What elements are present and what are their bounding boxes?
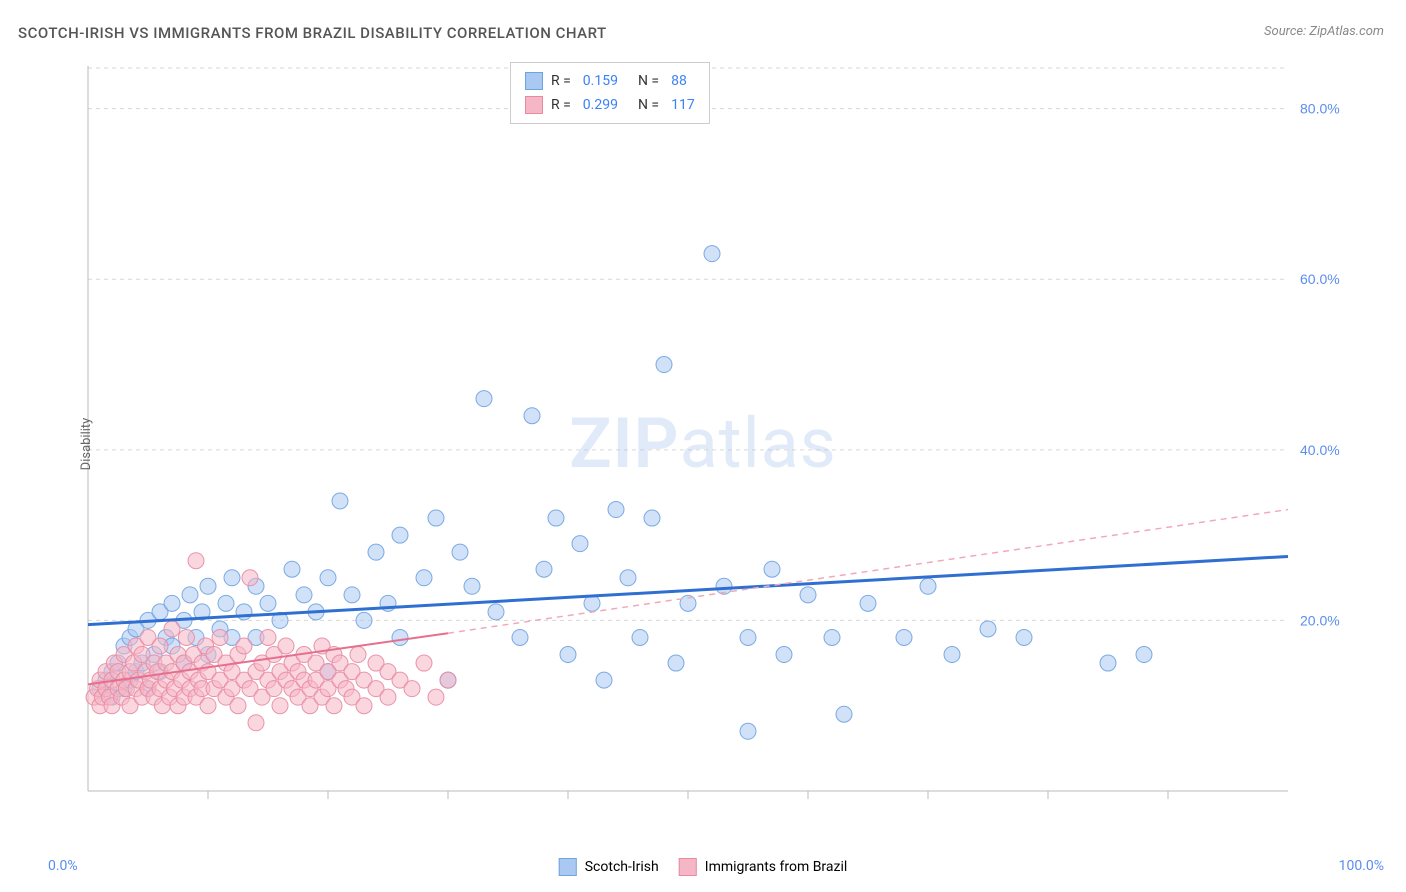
chart-area: Disability 20.0%40.0%60.0%80.0% ZIPatlas: [48, 56, 1358, 831]
legend-row: R = 0.299 N = 117: [525, 93, 695, 117]
x-axis-max-label: 100.0%: [1339, 858, 1384, 874]
legend-r-value: 0.299: [583, 93, 618, 117]
legend-r-label: R =: [551, 93, 571, 117]
legend-n-label: N =: [638, 93, 659, 117]
source-label: Source: ZipAtlas.com: [1264, 24, 1384, 39]
legend-swatch-icon: [559, 858, 577, 876]
correlation-legend: R = 0.159 N = 88 R = 0.299 N = 117: [510, 62, 710, 124]
svg-text:20.0%: 20.0%: [1300, 612, 1340, 628]
legend-r-label: R =: [551, 69, 571, 93]
series-legend-item: Immigrants from Brazil: [679, 858, 848, 876]
svg-text:80.0%: 80.0%: [1300, 101, 1340, 117]
x-axis-min-label: 0.0%: [48, 858, 78, 874]
svg-text:40.0%: 40.0%: [1300, 442, 1340, 458]
chart-title: SCOTCH-IRISH VS IMMIGRANTS FROM BRAZIL D…: [18, 24, 607, 42]
legend-n-value: 117: [671, 93, 695, 117]
legend-r-value: 0.159: [583, 69, 618, 93]
series-legend-item: Scotch-Irish: [559, 858, 659, 876]
legend-n-value: 88: [671, 69, 687, 93]
series-legend-label: Scotch-Irish: [585, 859, 659, 875]
legend-row: R = 0.159 N = 88: [525, 69, 695, 93]
legend-swatch-icon: [525, 72, 543, 90]
legend-swatch-icon: [679, 858, 697, 876]
scatter-plot: 20.0% 40.0% 60.0% 80.0%: [48, 56, 1358, 831]
legend-n-label: N =: [638, 69, 659, 93]
y-axis-label: Disability: [79, 417, 94, 470]
series-legend-label: Immigrants from Brazil: [705, 859, 848, 875]
svg-text:60.0%: 60.0%: [1300, 271, 1340, 287]
legend-swatch-icon: [525, 96, 543, 114]
series-legend: Scotch-Irish Immigrants from Brazil: [559, 858, 848, 876]
